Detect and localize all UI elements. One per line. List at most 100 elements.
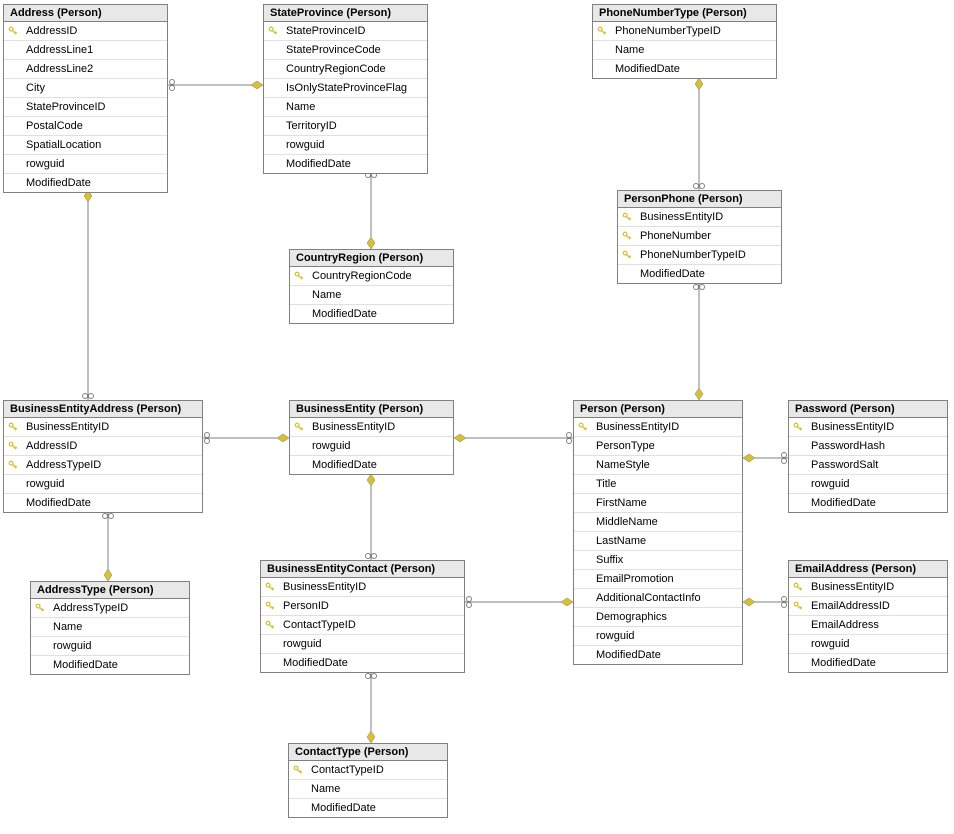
entity-emailaddress[interactable]: EmailAddress (Person) BusinessEntityID E… <box>788 560 948 673</box>
entity-address[interactable]: Address (Person) AddressIDAddressLine1Ad… <box>3 4 168 193</box>
column-row[interactable]: ModifiedDate <box>290 456 453 474</box>
column-row[interactable]: BusinessEntityID <box>4 418 202 437</box>
column-row[interactable]: Demographics <box>574 608 742 627</box>
column-row[interactable]: Title <box>574 475 742 494</box>
column-row[interactable]: EmailAddressID <box>789 597 947 616</box>
column-row[interactable]: MiddleName <box>574 513 742 532</box>
column-row[interactable]: ModifiedDate <box>789 654 947 672</box>
column-row[interactable]: PhoneNumberTypeID <box>618 246 781 265</box>
column-row[interactable]: BusinessEntityID <box>261 578 464 597</box>
column-row[interactable]: AdditionalContactInfo <box>574 589 742 608</box>
column-row[interactable]: rowguid <box>574 627 742 646</box>
column-name: AddressTypeID <box>49 602 132 614</box>
column-row[interactable]: AddressTypeID <box>4 456 202 475</box>
column-row[interactable]: CountryRegionCode <box>290 267 453 286</box>
column-name: rowguid <box>22 478 69 490</box>
entity-personphone[interactable]: PersonPhone (Person) BusinessEntityID Ph… <box>617 190 782 284</box>
column-row[interactable]: City <box>4 79 167 98</box>
column-row[interactable]: AddressTypeID <box>31 599 189 618</box>
column-row[interactable]: BusinessEntityID <box>618 208 781 227</box>
column-row[interactable]: TerritoryID <box>264 117 427 136</box>
column-name: PhoneNumber <box>636 230 715 242</box>
column-row[interactable]: PhoneNumberTypeID <box>593 22 776 41</box>
column-row[interactable]: ModifiedDate <box>290 305 453 323</box>
primary-key-icon <box>289 765 307 775</box>
column-row[interactable]: Name <box>31 618 189 637</box>
entity-password[interactable]: Password (Person) BusinessEntityIDPasswo… <box>788 400 948 513</box>
column-row[interactable]: rowguid <box>4 475 202 494</box>
column-row[interactable]: EmailPromotion <box>574 570 742 589</box>
primary-key-icon <box>4 460 22 470</box>
column-row[interactable]: PersonType <box>574 437 742 456</box>
column-row[interactable]: rowguid <box>264 136 427 155</box>
column-row[interactable]: PasswordSalt <box>789 456 947 475</box>
column-row[interactable]: BusinessEntityID <box>789 418 947 437</box>
column-row[interactable]: PostalCode <box>4 117 167 136</box>
column-row[interactable]: ModifiedDate <box>261 654 464 672</box>
primary-key-icon <box>261 601 279 611</box>
entity-countryregion[interactable]: CountryRegion (Person) CountryRegionCode… <box>289 249 454 324</box>
column-row[interactable]: Name <box>593 41 776 60</box>
column-row[interactable]: rowguid <box>290 437 453 456</box>
column-row[interactable]: ModifiedDate <box>618 265 781 283</box>
primary-key-icon <box>290 422 308 432</box>
column-row[interactable]: Name <box>264 98 427 117</box>
entity-header: BusinessEntityAddress (Person) <box>4 401 202 418</box>
entity-person[interactable]: Person (Person) BusinessEntityIDPersonTy… <box>573 400 743 665</box>
column-row[interactable]: NameStyle <box>574 456 742 475</box>
column-row[interactable]: ModifiedDate <box>4 174 167 192</box>
column-row[interactable]: StateProvinceID <box>264 22 427 41</box>
column-row[interactable]: Name <box>289 780 447 799</box>
entity-stateprovince[interactable]: StateProvince (Person) StateProvinceIDSt… <box>263 4 428 174</box>
column-row[interactable]: CountryRegionCode <box>264 60 427 79</box>
column-row[interactable]: BusinessEntityID <box>789 578 947 597</box>
entity-header: PersonPhone (Person) <box>618 191 781 208</box>
column-row[interactable]: FirstName <box>574 494 742 513</box>
column-row[interactable]: AddressLine1 <box>4 41 167 60</box>
column-row[interactable]: IsOnlyStateProvinceFlag <box>264 79 427 98</box>
column-row[interactable]: AddressID <box>4 22 167 41</box>
column-row[interactable]: AddressLine2 <box>4 60 167 79</box>
entity-contacttype[interactable]: ContactType (Person) ContactTypeIDNameMo… <box>288 743 448 818</box>
column-row[interactable]: ModifiedDate <box>593 60 776 78</box>
column-row[interactable]: ModifiedDate <box>264 155 427 173</box>
primary-key-icon <box>261 582 279 592</box>
column-row[interactable]: ModifiedDate <box>4 494 202 512</box>
column-row[interactable]: PhoneNumber <box>618 227 781 246</box>
entity-header: CountryRegion (Person) <box>290 250 453 267</box>
column-row[interactable]: rowguid <box>261 635 464 654</box>
column-row[interactable]: ModifiedDate <box>31 656 189 674</box>
column-row[interactable]: PersonID <box>261 597 464 616</box>
column-row[interactable]: LastName <box>574 532 742 551</box>
entity-addresstype[interactable]: AddressType (Person) AddressTypeIDNamero… <box>30 581 190 675</box>
column-row[interactable]: ModifiedDate <box>789 494 947 512</box>
primary-key-icon <box>593 26 611 36</box>
column-row[interactable]: PasswordHash <box>789 437 947 456</box>
column-name: rowguid <box>807 478 854 490</box>
column-name: EmailAddress <box>807 619 883 631</box>
column-row[interactable]: ModifiedDate <box>574 646 742 664</box>
column-name: MiddleName <box>592 516 662 528</box>
column-row[interactable]: ModifiedDate <box>289 799 447 817</box>
column-row[interactable]: ContactTypeID <box>289 761 447 780</box>
column-row[interactable]: Name <box>290 286 453 305</box>
column-row[interactable]: rowguid <box>31 637 189 656</box>
column-row[interactable]: rowguid <box>789 475 947 494</box>
column-row[interactable]: Suffix <box>574 551 742 570</box>
entity-phonenumbertype[interactable]: PhoneNumberType (Person) PhoneNumberType… <box>592 4 777 79</box>
entity-businessentitycontact[interactable]: BusinessEntityContact (Person) BusinessE… <box>260 560 465 673</box>
column-row[interactable]: ContactTypeID <box>261 616 464 635</box>
entity-businessentity[interactable]: BusinessEntity (Person) BusinessEntityID… <box>289 400 454 475</box>
column-row[interactable]: SpatialLocation <box>4 136 167 155</box>
column-row[interactable]: BusinessEntityID <box>574 418 742 437</box>
column-name: rowguid <box>279 638 326 650</box>
column-name: TerritoryID <box>282 120 341 132</box>
column-row[interactable]: rowguid <box>4 155 167 174</box>
column-row[interactable]: BusinessEntityID <box>290 418 453 437</box>
column-row[interactable]: rowguid <box>789 635 947 654</box>
column-row[interactable]: EmailAddress <box>789 616 947 635</box>
entity-businessentityaddress[interactable]: BusinessEntityAddress (Person) BusinessE… <box>3 400 203 513</box>
column-row[interactable]: StateProvinceID <box>4 98 167 117</box>
column-row[interactable]: AddressID <box>4 437 202 456</box>
column-row[interactable]: StateProvinceCode <box>264 41 427 60</box>
